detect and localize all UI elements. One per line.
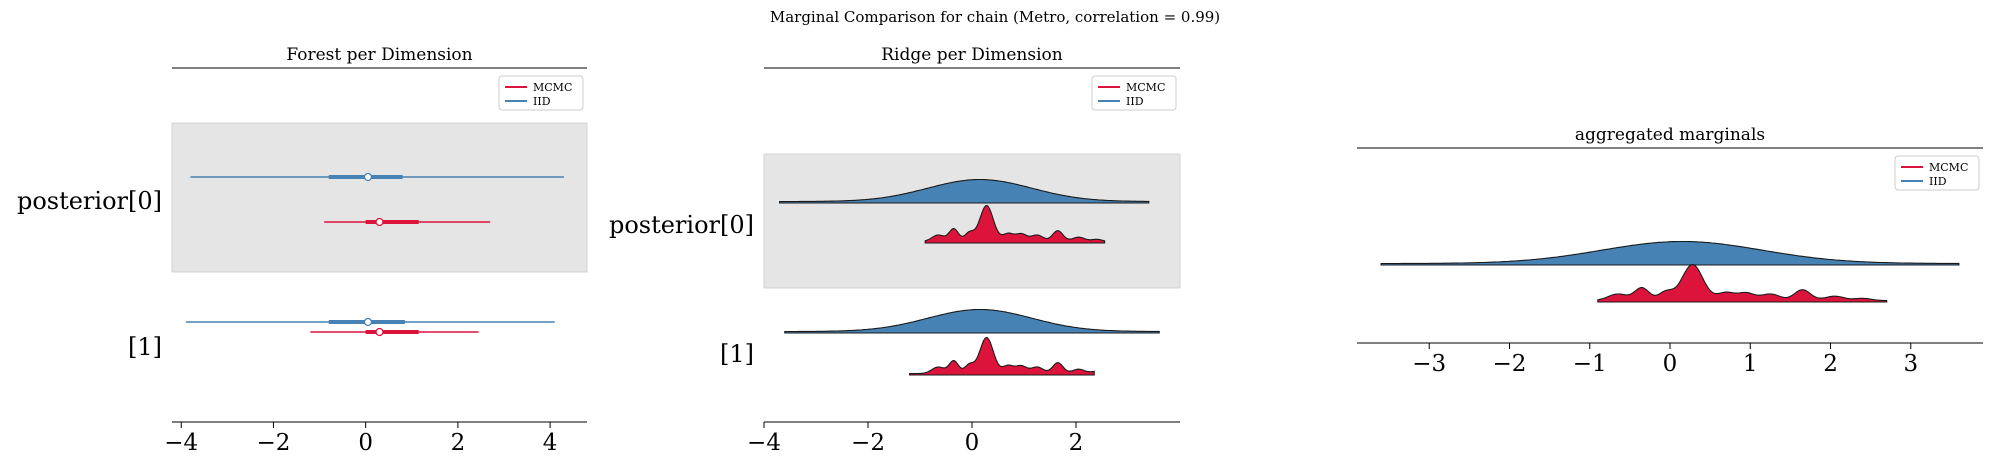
x-tick-label: 0 [1663,351,1678,377]
mcmc-ridge [909,336,1095,376]
figure-suptitle: Marginal Comparison for chain (Metro, co… [770,8,1220,26]
x-tick-label: 2 [451,430,466,456]
iid-median-point [363,317,373,327]
panel-title: aggregated marginals [1575,125,1765,145]
x-tick-label: −2 [851,430,885,456]
x-tick-label: −3 [1412,351,1446,377]
chart-panel-2: Ridge per Dimension −4 −2 0 2 posterior[0] [1]… [609,45,1181,456]
chart-panel-1: Forest per Dimension −4 −2 0 2 4 posterior[0] [… [17,45,588,456]
mcmc-median-point [375,217,384,227]
legend-entry: IID [1929,175,1947,188]
panels: Forest per Dimension −4 −2 0 2 4 posterior[0] [… [17,45,1983,456]
row-band [171,122,588,273]
x-tick-label: 2 [1069,430,1084,456]
legend-entry: MCMC [1126,81,1165,94]
mcmc-ridge [924,204,1106,244]
panel-title: Ridge per Dimension [881,45,1063,65]
x-tick-label: −4 [747,430,781,456]
mcmc-ridge [1597,263,1888,303]
legend-entry: IID [533,95,551,108]
mcmc-median-point [375,327,384,337]
iid-ridge [784,308,1160,334]
legend-entry: MCMC [533,81,572,94]
x-tick-label: 0 [358,430,373,456]
iid-median-point [363,172,373,182]
x-tick-label: 1 [1743,351,1758,377]
row-label: [1] [720,340,754,368]
row-label: [1] [128,333,162,361]
row-band [763,153,1181,289]
x-tick-label: −2 [256,430,290,456]
panel-title: Forest per Dimension [286,45,472,65]
legend-entry: IID [1126,95,1144,108]
row-label: posterior[0] [609,211,754,239]
x-tick-label: 3 [1903,351,1918,377]
iid-ridge [1380,240,1960,266]
iid-ridge [779,178,1150,204]
x-tick-label: −1 [1573,351,1607,377]
x-tick-label: −4 [164,430,198,456]
legend-entry: MCMC [1929,161,1968,174]
x-tick-label: 2 [1823,351,1838,377]
x-tick-label: 0 [965,430,980,456]
x-tick-label: −2 [1493,351,1527,377]
row-label: posterior[0] [17,187,162,215]
x-tick-label: 4 [543,430,558,456]
